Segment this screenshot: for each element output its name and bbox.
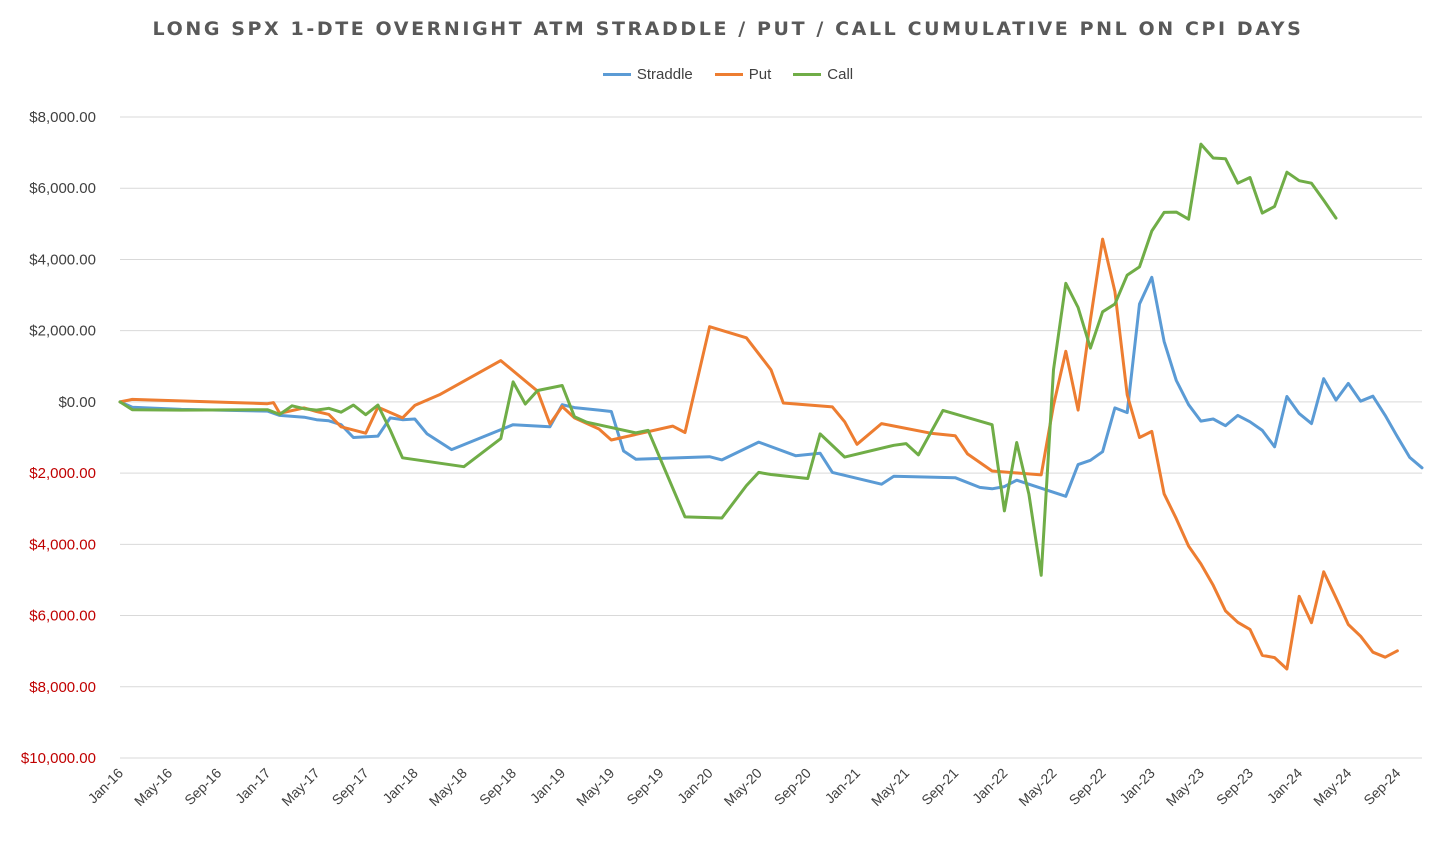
legend-label-straddle: Straddle <box>636 66 693 83</box>
x-tick-label: Sep-16 <box>181 765 224 808</box>
x-tick-label: Jan-23 <box>1116 765 1158 807</box>
series-lines <box>118 142 1424 671</box>
x-tick-label: Jan-24 <box>1264 765 1306 807</box>
series-line-straddle <box>118 275 1424 498</box>
x-tick-label: Sep-18 <box>476 765 519 808</box>
series-line-put <box>118 237 1399 671</box>
y-tick-label: $2,000.00 <box>29 465 96 482</box>
series-line-call <box>118 142 1338 577</box>
x-tick-label: Jan-16 <box>85 765 127 807</box>
x-tick-label: May-24 <box>1310 765 1354 809</box>
chart-title: LONG SPX 1-DTE OVERNIGHT ATM STRADDLE / … <box>152 18 1304 40</box>
legend-item-straddle: Straddle <box>602 66 693 83</box>
x-tick-label: May-18 <box>426 765 470 809</box>
legend-item-put: Put <box>714 66 772 83</box>
y-tick-label: $6,000.00 <box>29 180 96 197</box>
y-tick-label: $4,000.00 <box>29 536 96 553</box>
x-tick-label: Sep-20 <box>771 765 814 808</box>
x-tick-label: Jan-19 <box>527 765 569 807</box>
legend-swatch-call <box>793 73 822 76</box>
y-tick-label: $6,000.00 <box>29 608 96 625</box>
x-tick-label: May-20 <box>721 765 765 809</box>
chart-legend: Straddle Put Call <box>0 66 1456 83</box>
legend-label-put: Put <box>748 66 772 83</box>
x-tick-label: Sep-17 <box>329 765 372 808</box>
y-tick-label: $8,000.00 <box>29 679 96 696</box>
y-axis-ticks: $8,000.00 $6,000.00 $4,000.00 $2,000.00 $0.0… <box>21 109 96 767</box>
legend-item-call: Call <box>793 66 853 83</box>
x-tick-label: May-17 <box>278 765 322 809</box>
legend-swatch-straddle <box>602 73 631 76</box>
x-axis-ticks: Jan-16 May-16 Sep-16 Jan-17 May-17 Sep-17 Jan-… <box>85 765 1404 809</box>
x-tick-label: Sep-22 <box>1066 765 1109 808</box>
x-tick-label: May-22 <box>1015 765 1059 809</box>
x-tick-label: May-21 <box>868 765 912 809</box>
x-tick-label: Jan-20 <box>674 765 716 807</box>
x-tick-label: Sep-21 <box>918 765 961 808</box>
y-tick-label: $2,000.00 <box>29 323 96 340</box>
x-tick-label: May-16 <box>131 765 175 809</box>
x-tick-label: Jan-21 <box>822 765 864 807</box>
gridlines <box>120 116 1422 759</box>
legend-swatch-put <box>714 73 743 76</box>
y-tick-label: $8,000.00 <box>29 109 96 126</box>
x-tick-label: Jan-18 <box>379 765 421 807</box>
y-tick-label: $0.00 <box>58 394 96 411</box>
x-tick-label: Sep-24 <box>1360 765 1403 808</box>
x-tick-label: Sep-23 <box>1213 765 1256 808</box>
x-tick-label: May-19 <box>573 765 617 809</box>
y-tick-label: $10,000.00 <box>21 750 96 767</box>
x-tick-label: May-23 <box>1163 765 1207 809</box>
y-tick-label: $4,000.00 <box>29 251 96 268</box>
x-tick-label: Sep-19 <box>623 765 666 808</box>
legend-label-call: Call <box>827 66 854 83</box>
x-tick-label: Jan-17 <box>232 765 274 807</box>
x-tick-label: Jan-22 <box>969 765 1011 807</box>
